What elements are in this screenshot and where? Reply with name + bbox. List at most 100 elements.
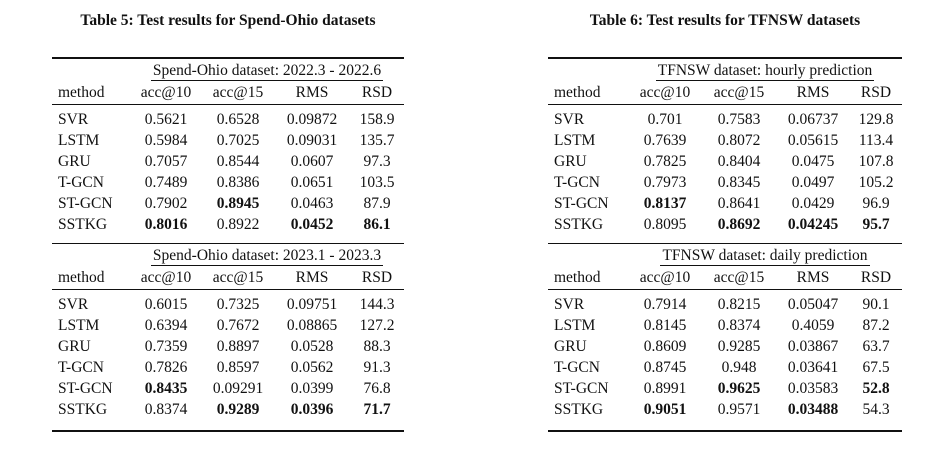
table-row: ST-GCN 0.8137 0.8641 0.0429 96.9 (548, 193, 902, 214)
metric-value: 0.7902 (144, 195, 188, 212)
metric-value: 0.09031 (286, 132, 338, 149)
metric-value: 0.9289 (216, 401, 260, 418)
mid-rule (52, 243, 404, 244)
metric-value: 0.03488 (787, 401, 839, 418)
metric-value: 0.8345 (717, 174, 761, 191)
metric-value: 0.8137 (643, 195, 687, 212)
metric-value: 88.3 (363, 338, 391, 355)
metric-value: 0.8095 (643, 216, 687, 233)
method-name: T-GCN (58, 359, 104, 376)
metric-value: 103.5 (359, 174, 395, 191)
metric-value: 76.8 (363, 380, 391, 397)
column-header: acc@15 (202, 82, 274, 105)
group-label-row: Spend-Ohio dataset: 2023.1 - 2023.3 (52, 245, 404, 267)
metric-value: 0.8072 (717, 132, 761, 149)
column-header: acc@15 (202, 267, 274, 290)
column-header: RSD (850, 267, 902, 290)
method-header: method (548, 82, 628, 105)
metric-value: 0.03867 (787, 338, 839, 355)
metric-value: 107.8 (858, 153, 894, 170)
metric-value: 0.9571 (717, 401, 761, 418)
metric-value: 0.7914 (643, 296, 687, 313)
table-row: SSTKG 0.8016 0.8922 0.0452 86.1 (52, 214, 404, 237)
metric-value: 0.05047 (787, 296, 839, 313)
method-name: LSTM (58, 132, 100, 149)
method-name: ST-GCN (58, 195, 113, 212)
method-name: ST-GCN (554, 380, 609, 397)
table-row: SVR 0.701 0.7583 0.06737 129.8 (548, 105, 902, 131)
group-label-cell: TFNSW dataset: daily prediction (628, 245, 902, 267)
column-header: RMS (274, 267, 350, 290)
table-row: ST-GCN 0.7902 0.8945 0.0463 87.9 (52, 193, 404, 214)
metric-value: 127.2 (359, 317, 395, 334)
group-label-row: TFNSW dataset: daily prediction (548, 245, 902, 267)
empty-cell (548, 245, 628, 267)
metric-value: 0.0429 (791, 195, 835, 212)
group-label-row: Spend-Ohio dataset: 2022.3 - 2022.6 (52, 60, 404, 82)
top-rule (548, 57, 902, 59)
table-caption: Table 6: Test results for TFNSW datasets (589, 12, 861, 29)
metric-value: 0.7639 (643, 132, 687, 149)
table-row: GRU 0.8609 0.9285 0.03867 63.7 (548, 336, 902, 357)
method-name: SVR (554, 296, 585, 313)
results-table-group-1: TFNSW dataset: hourly prediction method ac… (548, 60, 902, 237)
column-header-row: method acc@10 acc@15 RMS RSD (52, 267, 404, 290)
column-header: RSD (350, 82, 404, 105)
group-label-cell: Spend-Ohio dataset: 2022.3 - 2022.6 (130, 60, 404, 82)
metric-value: 86.1 (363, 216, 391, 233)
column-header: acc@10 (628, 82, 702, 105)
metric-value: 0.09291 (212, 380, 264, 397)
metric-value: 0.0528 (290, 338, 334, 355)
column-header-row: method acc@10 acc@15 RMS RSD (52, 82, 404, 105)
metric-value: 144.3 (359, 296, 395, 313)
table-row: T-GCN 0.8745 0.948 0.03641 67.5 (548, 357, 902, 378)
metric-value: 0.8745 (643, 359, 687, 376)
metric-value: 0.0475 (791, 153, 835, 170)
method-name: SVR (554, 111, 585, 128)
method-name: SSTKG (554, 216, 604, 233)
method-name: GRU (554, 338, 587, 355)
table-row: GRU 0.7825 0.8404 0.0475 107.8 (548, 151, 902, 172)
mid-rule (548, 243, 902, 244)
metric-value: 0.0497 (791, 174, 835, 191)
method-name: GRU (554, 153, 587, 170)
results-table-group-1: Spend-Ohio dataset: 2022.3 - 2022.6 metho… (52, 60, 404, 237)
metric-value: 0.7826 (144, 359, 188, 376)
metric-value: 0.8544 (216, 153, 260, 170)
table-row: SSTKG 0.9051 0.9571 0.03488 54.3 (548, 399, 902, 422)
table-row: T-GCN 0.7489 0.8386 0.0651 103.5 (52, 172, 404, 193)
metric-value: 0.7825 (643, 153, 687, 170)
metric-value: 0.8897 (216, 338, 260, 355)
method-header: method (52, 82, 130, 105)
table-row: SVR 0.7914 0.8215 0.05047 90.1 (548, 290, 902, 316)
method-name: SSTKG (554, 401, 604, 418)
metric-value: 0.8609 (643, 338, 687, 355)
method-name: T-GCN (58, 174, 104, 191)
group-label-cell: Spend-Ohio dataset: 2023.1 - 2023.3 (130, 245, 404, 267)
table-row: LSTM 0.5984 0.7025 0.09031 135.7 (52, 130, 404, 151)
empty-cell (548, 60, 628, 82)
column-header: RMS (274, 82, 350, 105)
metric-value: 63.7 (862, 338, 890, 355)
column-header-row: method acc@10 acc@15 RMS RSD (548, 267, 902, 290)
method-name: LSTM (554, 132, 596, 149)
metric-value: 105.2 (858, 174, 894, 191)
metric-value: 87.2 (862, 317, 890, 334)
method-name: SSTKG (58, 401, 108, 418)
metric-value: 96.9 (862, 195, 890, 212)
metric-value: 0.8945 (216, 195, 260, 212)
table-row: T-GCN 0.7973 0.8345 0.0497 105.2 (548, 172, 902, 193)
metric-value: 0.8145 (643, 317, 687, 334)
metric-value: 0.7973 (643, 174, 687, 191)
table-row: GRU 0.7057 0.8544 0.0607 97.3 (52, 151, 404, 172)
column-header: RMS (776, 267, 850, 290)
metric-value: 0.03583 (787, 380, 839, 397)
method-name: ST-GCN (58, 380, 113, 397)
table-row: T-GCN 0.7826 0.8597 0.0562 91.3 (52, 357, 404, 378)
metric-value: 0.8374 (717, 317, 761, 334)
metric-value: 95.7 (862, 216, 890, 233)
metric-value: 0.5984 (144, 132, 188, 149)
metric-value: 135.7 (359, 132, 395, 149)
metric-value: 0.5621 (144, 111, 188, 128)
method-name: LSTM (554, 317, 596, 334)
